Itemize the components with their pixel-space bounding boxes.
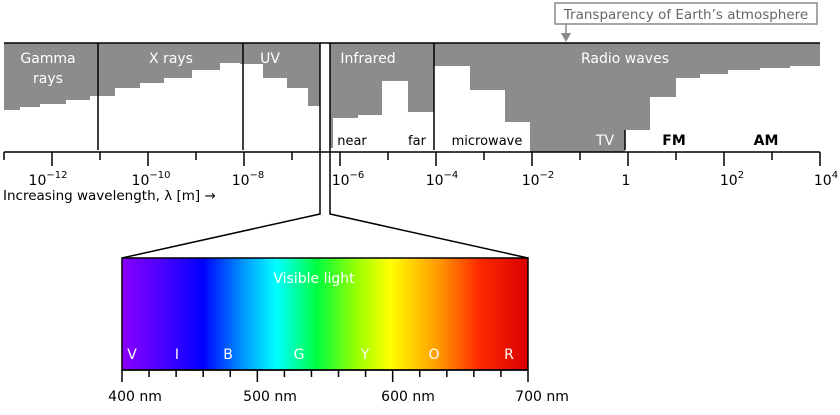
wavelength-axis-label: Increasing wavelength, λ [m] → <box>3 188 216 204</box>
color-letter-red: R <box>504 347 514 363</box>
subband-label-far: far <box>408 134 427 149</box>
nm-axis-ticks <box>121 370 529 382</box>
color-letter-green: G <box>294 347 305 363</box>
wavelength-tick-label: 10−4 <box>426 170 459 189</box>
subband-label-tv: TV <box>595 133 615 149</box>
color-letter-violet: V <box>127 347 137 363</box>
nm-label-700: 700 nm <box>515 389 569 405</box>
band-label-gamma-line2: rays <box>33 71 63 87</box>
color-letter-orange: O <box>428 347 439 363</box>
subband-label-am: AM <box>754 133 779 149</box>
subband-label-near: near <box>337 134 367 149</box>
subband-label-microwave: microwave <box>452 134 523 149</box>
atmosphere-callout-box <box>554 2 818 25</box>
visible-spectrum-bar <box>122 258 528 370</box>
callout-pointer-arrow <box>561 33 571 42</box>
color-letter-blue: B <box>223 347 233 363</box>
wavelength-tick-label: 10−10 <box>132 170 171 189</box>
atmosphere-opacity-profile <box>4 43 820 152</box>
band-label-uv: UV <box>260 51 280 67</box>
nm-label-400: 400 nm <box>108 389 162 405</box>
band-label-xray: X rays <box>149 51 193 67</box>
wavelength-axis-ticks <box>3 152 821 166</box>
nm-label-600: 600 nm <box>381 389 435 405</box>
wavelength-tick-label: 102 <box>720 170 744 189</box>
wavelength-tick-label: 10−6 <box>332 170 365 189</box>
wavelength-tick-label: 1 <box>622 173 631 189</box>
visible-window-left-line <box>121 43 321 259</box>
visible-light-title: Visible light <box>273 271 355 287</box>
wavelength-tick-label: 10−2 <box>522 170 555 189</box>
band-label-radio: Radio waves <box>581 51 669 67</box>
band-label-gamma: Gamma <box>20 51 75 67</box>
wavelength-tick-label: 10−8 <box>232 170 265 189</box>
visible-window-right-line <box>329 43 529 259</box>
atmosphere-callout-text: Transparency of Earth’s atmosphere <box>563 7 808 23</box>
nm-label-500: 500 nm <box>243 389 297 405</box>
wavelength-tick-label: 10−12 <box>29 170 68 189</box>
color-letter-yellow: Y <box>360 347 370 363</box>
wavelength-tick-label: 104 <box>814 170 838 189</box>
color-letter-indigo: I <box>175 347 179 363</box>
wavelength-axis-tick-labels: 10−12 10−10 10−8 10−6 10−4 10−2 1 102 104 <box>29 170 839 189</box>
subband-label-fm: FM <box>662 133 686 149</box>
band-label-infrared: Infrared <box>340 51 395 67</box>
